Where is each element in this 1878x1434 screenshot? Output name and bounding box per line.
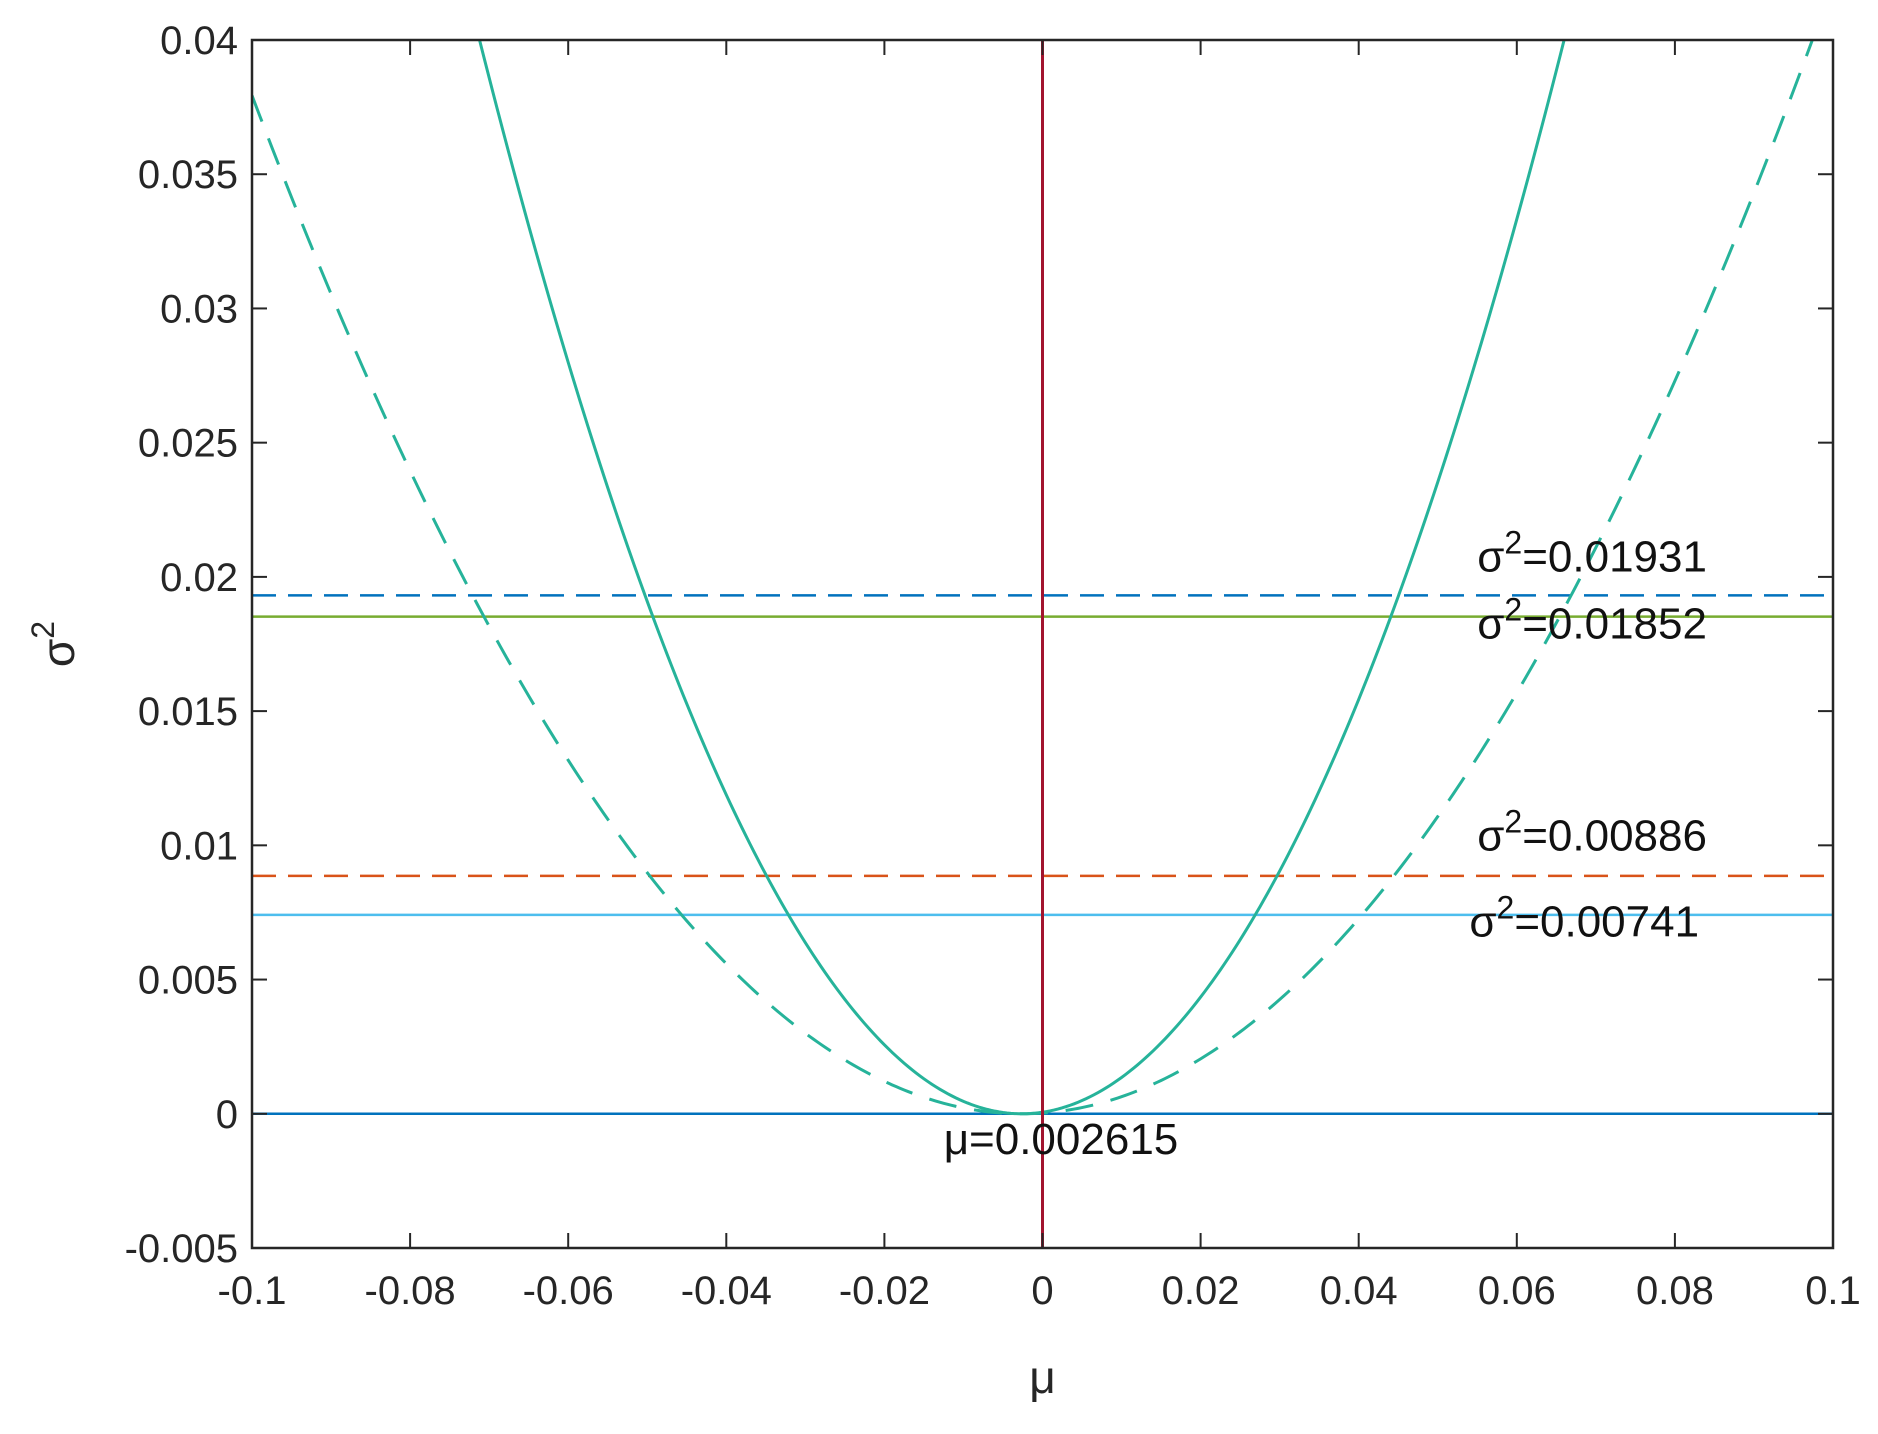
y-tick-label: 0.04 bbox=[160, 19, 238, 63]
axis-ticks: -0.1 -0.08 -0.06 -0.04 -0.02 0 0.02 0.04 0.06 0.0… bbox=[125, 19, 1861, 1313]
y-tick-label: 0.03 bbox=[160, 287, 238, 331]
annotation-label: σ2=0.01931 bbox=[1477, 525, 1707, 582]
y-axis-title: σ2 bbox=[25, 621, 84, 667]
x-tick-label: 0.04 bbox=[1320, 1269, 1398, 1313]
x-tick-label: 0.02 bbox=[1162, 1269, 1240, 1313]
y-tick-label: 0.035 bbox=[138, 153, 238, 197]
x-tick-label: 0 bbox=[1031, 1269, 1053, 1313]
curves-layer bbox=[252, 40, 1833, 1248]
x-tick-label: -0.1 bbox=[218, 1269, 287, 1313]
y-tick-label: -0.005 bbox=[125, 1227, 238, 1271]
x-axis-title: μ bbox=[1029, 1351, 1056, 1403]
y-tick-label: 0.005 bbox=[138, 959, 238, 1003]
annotation-label: σ2=0.00886 bbox=[1477, 804, 1707, 861]
annotation-label: σ2=0.00741 bbox=[1469, 890, 1699, 947]
y-tick-label: 0.01 bbox=[160, 824, 238, 868]
x-tick-label: 0.1 bbox=[1805, 1269, 1861, 1313]
y-tick-label: 0.015 bbox=[138, 690, 238, 734]
x-tick-label: 0.08 bbox=[1636, 1269, 1714, 1313]
y-tick-label: 0.025 bbox=[138, 422, 238, 466]
x-tick-label: -0.02 bbox=[839, 1269, 930, 1313]
y-tick-label: 0 bbox=[216, 1093, 238, 1137]
annotation-label: μ=0.002615 bbox=[944, 1115, 1179, 1164]
x-tick-label: -0.04 bbox=[681, 1269, 772, 1313]
x-tick-label: -0.08 bbox=[365, 1269, 456, 1313]
annotations-layer: σ2=0.01931 σ2=0.01852 σ2=0.00886 σ2=0.00741… bbox=[944, 525, 1707, 1165]
annotation-label: σ2=0.01852 bbox=[1477, 592, 1707, 649]
x-tick-label: -0.06 bbox=[523, 1269, 614, 1313]
x-tick-label: 0.06 bbox=[1478, 1269, 1556, 1313]
y-tick-label: 0.02 bbox=[160, 556, 238, 600]
